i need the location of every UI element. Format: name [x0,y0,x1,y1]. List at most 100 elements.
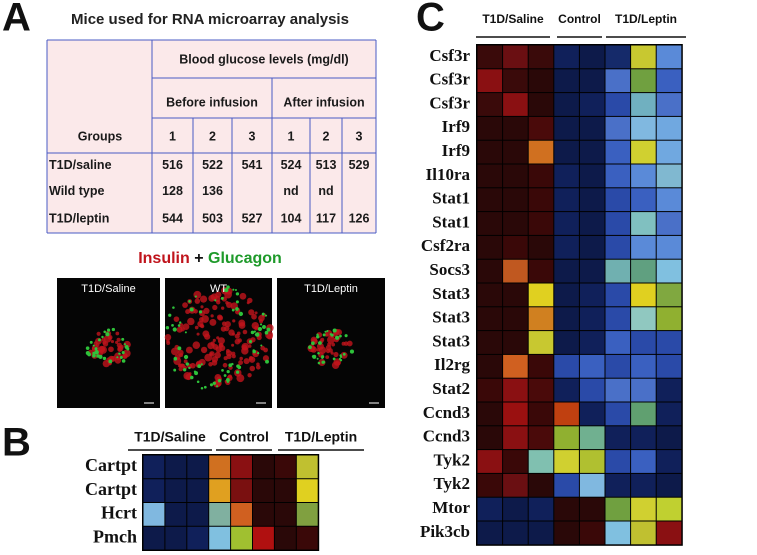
insulin-signal [209,352,213,356]
insulin-signal [198,358,206,366]
heatmap-cell [631,259,656,283]
heatmap-cell [528,307,554,331]
table-header: 2 [323,129,330,143]
heatmap-cell [143,479,165,502]
heatmap-cell [631,473,656,497]
glucagon-signal [179,321,182,324]
heatmap-cell [656,497,682,521]
insulin-signal [236,331,241,336]
gene-label: Stat3 [432,308,470,327]
gene-label: Cartpt [85,479,137,499]
heatmap-cell [579,378,605,402]
heatmap-cell [187,526,209,550]
heatmap-cell [477,402,503,426]
heatmap-cell [503,307,528,331]
heatmap-cell [528,450,554,473]
heatmap-cell [656,188,682,212]
insulin-signal [96,331,101,336]
table-header: After infusion [283,95,364,109]
insulin-signal [263,347,268,353]
insulin-signal [183,359,188,364]
heatmap-cell [554,473,579,497]
glucagon-signal [177,324,181,327]
insulin-signal [248,344,252,348]
heatmap-cell [477,283,503,307]
heatmap-cell [209,526,231,550]
glucagon-signal [92,344,95,347]
insulin-signal [232,319,236,323]
micrograph: T1D/Saline [57,278,160,408]
gene-label: Il2rg [434,355,470,374]
micrograph-frame [57,278,160,408]
heatmap-cell [579,140,605,164]
heatmap-cell [231,479,252,502]
insulin-signal [331,342,336,347]
heatmap-cell [477,235,503,259]
insulin-signal [117,345,124,352]
heatmap-cell [656,378,682,402]
heatmap-cell [631,93,656,116]
glucagon-signal [224,287,229,293]
heatmap-cell [231,455,252,479]
insulin-signal [215,346,222,353]
glucagon-signal [212,381,216,385]
insulin-signal [185,346,193,354]
insulin-signal [211,356,219,363]
heatmap-cell [503,164,528,188]
heatmap-cell [296,503,318,526]
heatmap-cell [631,354,656,378]
insulin-signal [182,302,188,309]
insulin-signal [201,315,209,323]
heatmap-cell [656,69,682,93]
insulin-signal [204,333,211,340]
heatmap-cell [656,93,682,116]
heatmap-cell [477,212,503,235]
heatmap-cell [187,503,209,526]
insulin-signal [227,374,232,379]
heatmap-cell [605,69,631,93]
heatmap-cell [274,503,296,526]
heatmap-cell [528,164,554,188]
glucagon-signal [106,328,111,332]
heatmap-cell [187,479,209,502]
insulin-signal [199,295,208,303]
heatmap-cell [274,526,296,550]
insulin-signal [203,307,210,315]
heatmap-cell [656,426,682,450]
heatmap-cell [528,378,554,402]
glucagon-signal [198,310,203,314]
insulin-signal [102,359,110,368]
heatmap-cell [503,259,528,283]
heatmap-cell [554,188,579,212]
glucagon-signal [257,351,260,355]
insulin-signal [239,356,243,361]
glucagon-signal [216,385,219,388]
glucagon-signal [252,349,255,352]
glucagon-signal [261,312,265,316]
plus-label: + [194,250,203,267]
insulin-label: Insulin [138,250,190,267]
heatmap-cell [605,473,631,497]
heatmap-cell [631,307,656,331]
heatmap-cell [631,69,656,93]
glucagon-signal [226,285,230,289]
heatmap-cell [656,307,682,331]
table-cell: nd [283,184,298,198]
heatmap-cell [477,93,503,116]
insulin-signal [212,304,218,311]
heatmap-cell [554,93,579,116]
insulin-signal [178,322,184,328]
heatmap-cell [528,140,554,164]
insulin-signal [116,337,121,342]
heatmap-cell [656,140,682,164]
heatmap-cell [477,188,503,212]
insulin-signal [231,343,235,347]
glucagon-signal [234,288,237,292]
heatmap-cell [528,212,554,235]
glucagon-signal [97,338,101,342]
table-cell: nd [318,184,333,198]
heatmap-cell [656,283,682,307]
glucagon-signal [108,359,113,364]
heatmap-cell [631,188,656,212]
glucagon-signal [259,323,263,326]
